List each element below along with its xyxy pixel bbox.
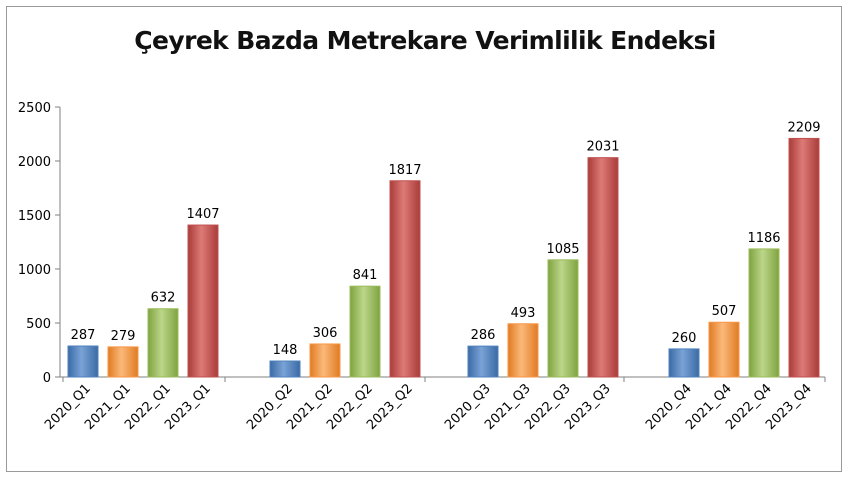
data-label-2023_Q3: 2031	[586, 140, 619, 155]
bar-2020_Q1	[67, 345, 99, 378]
data-label-2020_Q3: 286	[471, 328, 496, 343]
y-tick-label: 2500	[18, 101, 51, 116]
data-label-2022_Q4: 1186	[747, 231, 780, 246]
axes: 0 500 1000 1500 2000 2500	[18, 101, 826, 386]
bar-2021_Q3	[507, 323, 539, 378]
data-label-2021_Q1: 279	[111, 329, 136, 344]
y-tick-label: 1500	[18, 209, 51, 224]
y-tick-label: 0	[43, 371, 51, 386]
bar-2021_Q1	[107, 346, 139, 378]
data-label-2023_Q1: 1407	[186, 207, 219, 222]
data-label-2022_Q1: 632	[151, 291, 176, 306]
bar-2022_Q3	[547, 259, 579, 378]
bar-2021_Q2	[309, 343, 341, 378]
data-label-2021_Q2: 306	[313, 326, 338, 341]
bar-2022_Q2	[349, 285, 381, 378]
bar-2020_Q4	[668, 348, 700, 378]
y-tick-label: 500	[26, 317, 51, 332]
bar-2022_Q1	[147, 308, 179, 378]
bar-2023_Q3	[587, 157, 619, 378]
data-label-2020_Q1: 287	[71, 328, 96, 343]
bar-2021_Q4	[708, 321, 740, 378]
data-label-2022_Q3: 1085	[546, 242, 579, 257]
data-label-2021_Q4: 507	[712, 304, 737, 319]
data-label-2023_Q2: 1817	[388, 163, 421, 178]
data-label-2022_Q2: 841	[353, 268, 378, 283]
data-label-2021_Q3: 493	[511, 306, 536, 321]
data-label-2020_Q4: 260	[672, 331, 697, 346]
chart-frame	[6, 6, 842, 472]
bar-2020_Q2	[269, 360, 301, 378]
data-labels: 287 279 632 1407 148 306 841 1817 286 493 1085 2031…	[71, 120, 821, 358]
bar-2020_Q3	[467, 345, 499, 378]
data-label-2020_Q2: 148	[273, 343, 298, 358]
data-label-2023_Q4: 2209	[787, 120, 820, 135]
bar-2023_Q2	[389, 180, 421, 378]
bar-2023_Q4	[788, 137, 820, 378]
bars	[67, 137, 820, 378]
y-tick-label: 1000	[18, 263, 51, 278]
bar-2023_Q1	[187, 224, 219, 378]
bar-2022_Q4	[748, 248, 780, 378]
y-tick-label: 2000	[18, 155, 51, 170]
chart-title: Çeyrek Bazda Metrekare Verimlilik Endeks…	[134, 26, 716, 55]
